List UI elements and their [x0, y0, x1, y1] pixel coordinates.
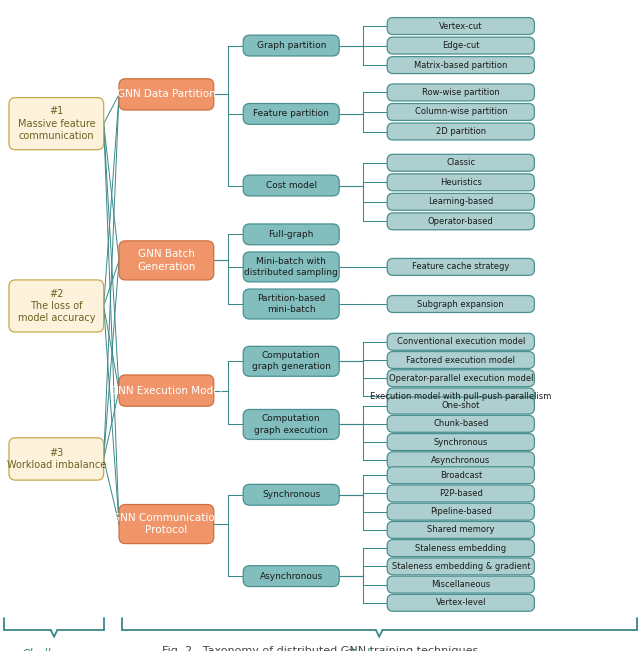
- Text: Graph partition: Graph partition: [257, 41, 326, 50]
- FancyBboxPatch shape: [119, 79, 214, 110]
- Text: Edge-cut: Edge-cut: [442, 41, 479, 50]
- Text: Broadcast: Broadcast: [440, 471, 482, 480]
- Text: Miscellaneous: Miscellaneous: [431, 580, 490, 589]
- FancyBboxPatch shape: [387, 352, 534, 368]
- FancyBboxPatch shape: [9, 438, 104, 480]
- FancyBboxPatch shape: [387, 123, 534, 140]
- FancyBboxPatch shape: [387, 104, 534, 120]
- FancyBboxPatch shape: [387, 388, 534, 405]
- Text: #3
Workload imbalance: #3 Workload imbalance: [6, 448, 106, 470]
- FancyBboxPatch shape: [387, 258, 534, 275]
- FancyBboxPatch shape: [387, 296, 534, 312]
- FancyBboxPatch shape: [119, 505, 214, 544]
- Text: GNN Batch
Generation: GNN Batch Generation: [137, 249, 196, 271]
- Text: GNN Communication
Protocol: GNN Communication Protocol: [112, 513, 221, 535]
- Text: Challenges: Challenges: [22, 648, 87, 651]
- Text: #2
The loss of
model accuracy: #2 The loss of model accuracy: [17, 288, 95, 324]
- Text: Computation
graph generation: Computation graph generation: [252, 352, 331, 371]
- FancyBboxPatch shape: [387, 18, 534, 35]
- Text: Pipeline-based: Pipeline-based: [430, 507, 492, 516]
- FancyBboxPatch shape: [387, 521, 534, 538]
- Text: Shared memory: Shared memory: [427, 525, 495, 534]
- Text: Subgraph expansion: Subgraph expansion: [417, 299, 504, 309]
- Text: Row-wise partition: Row-wise partition: [422, 88, 500, 97]
- FancyBboxPatch shape: [387, 434, 534, 450]
- Text: Heuristics: Heuristics: [440, 178, 482, 187]
- Text: Mini-batch with
distributed sampling: Mini-batch with distributed sampling: [244, 257, 338, 277]
- FancyBboxPatch shape: [243, 566, 339, 587]
- Text: Matrix-based partition: Matrix-based partition: [414, 61, 508, 70]
- Text: Feature cache strategy: Feature cache strategy: [412, 262, 509, 271]
- Text: Staleness embedding & gradient: Staleness embedding & gradient: [392, 562, 530, 571]
- Text: Column-wise partition: Column-wise partition: [415, 107, 507, 117]
- Text: Staleness embedding: Staleness embedding: [415, 544, 506, 553]
- FancyBboxPatch shape: [387, 576, 534, 593]
- FancyBboxPatch shape: [387, 333, 534, 350]
- FancyBboxPatch shape: [387, 397, 534, 414]
- FancyBboxPatch shape: [387, 594, 534, 611]
- Text: One-shot: One-shot: [442, 401, 480, 410]
- FancyBboxPatch shape: [119, 241, 214, 280]
- FancyBboxPatch shape: [9, 280, 104, 332]
- FancyBboxPatch shape: [387, 485, 534, 502]
- FancyBboxPatch shape: [243, 346, 339, 376]
- FancyBboxPatch shape: [243, 484, 339, 505]
- Text: #1
Massive feature
communication: #1 Massive feature communication: [17, 106, 95, 141]
- FancyBboxPatch shape: [243, 289, 339, 319]
- FancyBboxPatch shape: [9, 98, 104, 150]
- Text: Classic: Classic: [446, 158, 476, 167]
- Text: Asynchronous: Asynchronous: [260, 572, 323, 581]
- Text: Vertex-cut: Vertex-cut: [439, 21, 483, 31]
- FancyBboxPatch shape: [243, 35, 339, 56]
- FancyBboxPatch shape: [387, 37, 534, 54]
- FancyBboxPatch shape: [387, 503, 534, 520]
- Text: Techniques: Techniques: [348, 648, 414, 651]
- Text: Cost model: Cost model: [266, 181, 317, 190]
- FancyBboxPatch shape: [387, 452, 534, 469]
- Text: Synchronous: Synchronous: [262, 490, 321, 499]
- Text: Fig. 2.  Taxonomy of distributed GNN training techniques: Fig. 2. Taxonomy of distributed GNN trai…: [162, 646, 478, 651]
- FancyBboxPatch shape: [387, 57, 534, 74]
- Text: Partition-based
mini-batch: Partition-based mini-batch: [257, 294, 326, 314]
- FancyBboxPatch shape: [243, 252, 339, 282]
- Text: Execution model with pull-push parallelism: Execution model with pull-push paralleli…: [370, 392, 552, 401]
- Text: Chunk-based: Chunk-based: [433, 419, 488, 428]
- FancyBboxPatch shape: [387, 154, 534, 171]
- Text: Factored execution model: Factored execution model: [406, 355, 515, 365]
- Text: Synchronous: Synchronous: [434, 437, 488, 447]
- Text: 2D partition: 2D partition: [436, 127, 486, 136]
- Text: GNN Data Partition: GNN Data Partition: [117, 89, 216, 100]
- Text: Conventional execution model: Conventional execution model: [397, 337, 525, 346]
- FancyBboxPatch shape: [387, 84, 534, 101]
- FancyBboxPatch shape: [387, 174, 534, 191]
- FancyBboxPatch shape: [387, 467, 534, 484]
- Text: Vertex-level: Vertex-level: [436, 598, 486, 607]
- FancyBboxPatch shape: [387, 370, 534, 387]
- Text: Operator-based: Operator-based: [428, 217, 493, 226]
- FancyBboxPatch shape: [387, 540, 534, 557]
- FancyBboxPatch shape: [243, 175, 339, 196]
- Text: Asynchronous: Asynchronous: [431, 456, 490, 465]
- Text: P2P-based: P2P-based: [439, 489, 483, 498]
- FancyBboxPatch shape: [243, 224, 339, 245]
- Text: GNN Execution Model: GNN Execution Model: [110, 385, 223, 396]
- Text: Operator-parallel execution model: Operator-parallel execution model: [388, 374, 533, 383]
- Text: Full-graph: Full-graph: [269, 230, 314, 239]
- Text: Learning-based: Learning-based: [428, 197, 493, 206]
- FancyBboxPatch shape: [387, 415, 534, 432]
- Text: Computation
graph execution: Computation graph execution: [254, 415, 328, 434]
- FancyBboxPatch shape: [387, 193, 534, 210]
- FancyBboxPatch shape: [243, 409, 339, 439]
- FancyBboxPatch shape: [243, 104, 339, 124]
- FancyBboxPatch shape: [387, 213, 534, 230]
- FancyBboxPatch shape: [119, 375, 214, 406]
- FancyBboxPatch shape: [387, 558, 534, 575]
- Text: Feature partition: Feature partition: [253, 109, 329, 118]
